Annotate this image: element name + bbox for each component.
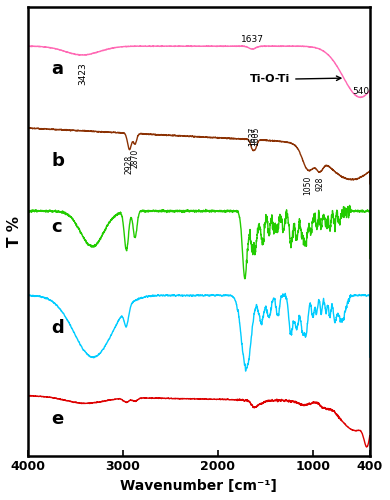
Text: 2928: 2928	[125, 154, 134, 174]
Text: 1637: 1637	[241, 34, 264, 43]
Text: 3423: 3423	[78, 62, 87, 86]
Text: 1637: 1637	[248, 126, 257, 146]
Text: 1050: 1050	[303, 176, 313, 195]
Text: Ti-O-Ti: Ti-O-Ti	[250, 74, 341, 85]
Text: 540: 540	[352, 87, 369, 96]
Text: d: d	[51, 320, 64, 338]
Text: a: a	[51, 60, 63, 78]
X-axis label: Wavenumber [cm⁻¹]: Wavenumber [cm⁻¹]	[120, 479, 277, 493]
Y-axis label: T %: T %	[7, 216, 22, 247]
Text: 928: 928	[315, 177, 324, 191]
Text: 2870: 2870	[131, 149, 140, 169]
Text: b: b	[51, 152, 64, 170]
Text: e: e	[51, 410, 64, 428]
Text: c: c	[51, 218, 62, 236]
Text: 1605: 1605	[251, 126, 260, 146]
